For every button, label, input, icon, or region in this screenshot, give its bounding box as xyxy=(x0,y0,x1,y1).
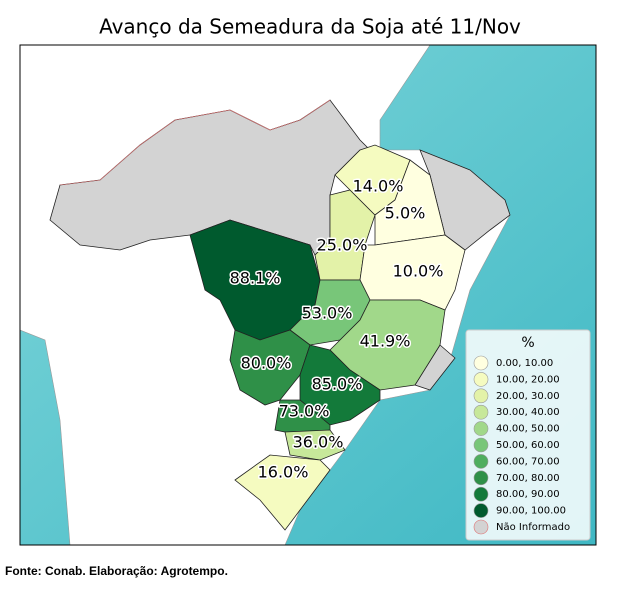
region xyxy=(284,429,346,461)
region xyxy=(229,329,311,406)
region-label: 36.0% xyxy=(293,433,344,452)
legend-label: 60.00, 70.00 xyxy=(496,456,560,467)
legend-label: 0.00, 10.00 xyxy=(496,358,553,369)
legend-swatch xyxy=(473,519,489,535)
legend-swatch xyxy=(473,404,489,420)
legend-swatch xyxy=(473,388,489,404)
legend-swatch xyxy=(473,503,489,518)
region-label: 16.0% xyxy=(258,463,309,482)
country-border xyxy=(59,99,331,186)
legend-swatch xyxy=(473,454,489,469)
legend-label: 40.00, 50.00 xyxy=(496,424,560,435)
legend-items: 0.00, 10.00 10.00, 20.00 20.00, 30.00 30.00… xyxy=(473,355,570,535)
source: Fonte: Conab. Elaboração: Agrotempo. xyxy=(5,564,228,578)
legend-label: Não Informado xyxy=(496,522,570,533)
legend-title: % xyxy=(521,335,534,351)
legend-swatch xyxy=(473,421,489,436)
legend-swatch xyxy=(473,355,489,371)
legend-label: 70.00, 80.00 xyxy=(496,473,560,484)
legend: % 0.00, 10.00 10.00, 20.00 20.00, 30.00 30.… xyxy=(465,329,591,541)
region-label: 85.0% xyxy=(312,375,363,394)
map xyxy=(19,44,597,546)
region-labels: 14.0% 5.0% 25.0% 10.0% 88.1% 53.0% 41.9% 80.0% 8… xyxy=(228,175,445,483)
map-frame xyxy=(19,44,597,546)
region-label: 5.0% xyxy=(385,204,426,223)
region-label: 53.0% xyxy=(302,304,353,323)
region xyxy=(234,454,331,531)
legend-swatch xyxy=(473,372,489,387)
legend-swatch xyxy=(473,437,489,453)
title: Avanço da Semeadura da Soja até 11/Nov xyxy=(99,15,521,39)
region xyxy=(299,344,381,426)
legend-swatch xyxy=(473,470,489,486)
region-label: 41.9% xyxy=(360,332,411,351)
region-label: 10.0% xyxy=(393,262,444,281)
region-label: 25.0% xyxy=(317,236,368,255)
legend-swatch xyxy=(473,486,489,502)
legend-label: 50.00, 60.00 xyxy=(496,440,560,451)
legend-box xyxy=(465,329,591,541)
legend-label: 90.00, 100.00 xyxy=(496,506,566,517)
region-label: 88.1% xyxy=(230,269,281,288)
region-label: 73.0% xyxy=(279,402,330,421)
region-label: 14.0% xyxy=(353,177,404,196)
region-label: 80.0% xyxy=(241,354,292,373)
legend-label: 30.00, 40.00 xyxy=(496,407,560,418)
legend-label: 80.00, 90.00 xyxy=(496,489,560,500)
legend-label: 10.00, 20.00 xyxy=(496,374,560,385)
legend-label: 20.00, 30.00 xyxy=(496,391,560,402)
